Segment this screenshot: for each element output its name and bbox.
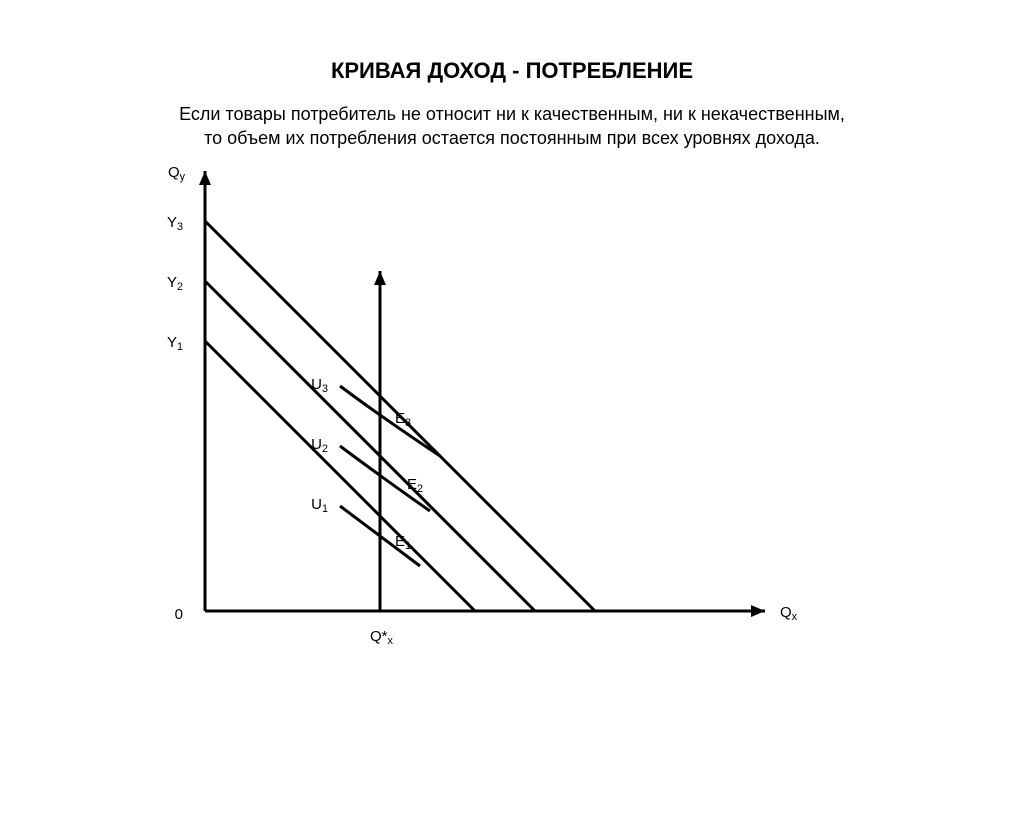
- budget-line-Y1: [205, 341, 475, 611]
- indiff-label-U2: U2: [311, 436, 328, 455]
- tangent-label-E1: E1: [395, 533, 411, 552]
- income-consumption-line-arrow: [374, 271, 386, 285]
- chart-container: Qx Qy 0 Y1 Y2 Y3 Q*x U1 E1 U2 E2 U3 E3: [0, 151, 1024, 711]
- y-axis-label: Qy: [168, 164, 186, 183]
- subtitle-line2: то объем их потребления остается постоян…: [204, 128, 820, 148]
- budget-label-Y1: Y1: [167, 334, 183, 353]
- origin-label: 0: [175, 606, 183, 623]
- page-subtitle: Если товары потребитель не относит ни к …: [0, 102, 1024, 151]
- tangent-label-E2: E2: [407, 476, 423, 495]
- budget-label-Y2: Y2: [167, 274, 183, 293]
- qstar-label: Q*x: [370, 628, 394, 647]
- subtitle-line1: Если товары потребитель не относит ни к …: [179, 104, 845, 124]
- chart-svg: Qx Qy 0 Y1 Y2 Y3 Q*x U1 E1 U2 E2 U3 E3: [0, 151, 1024, 711]
- tangent-label-E3: E3: [395, 410, 411, 429]
- indiff-label-U3: U3: [311, 376, 328, 395]
- budget-label-Y3: Y3: [167, 214, 183, 233]
- page-title: КРИВАЯ ДОХОД - ПОТРЕБЛЕНИЕ: [0, 58, 1024, 84]
- budget-line-Y2: [205, 281, 535, 611]
- x-axis-arrow: [751, 605, 765, 617]
- indiff-curve-U3: [340, 386, 440, 456]
- x-axis-label: Qx: [780, 604, 798, 623]
- y-axis-arrow: [199, 171, 211, 185]
- indiff-label-U1: U1: [311, 496, 328, 515]
